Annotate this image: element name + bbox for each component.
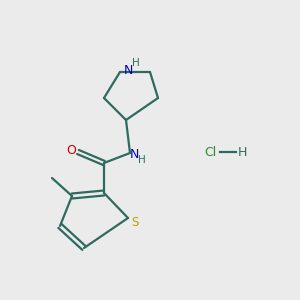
Text: H: H	[132, 58, 140, 68]
Text: S: S	[131, 215, 139, 229]
Text: O: O	[66, 145, 76, 158]
Text: Cl: Cl	[204, 146, 216, 158]
Text: H: H	[237, 146, 247, 158]
Text: N: N	[123, 64, 133, 76]
Text: N: N	[129, 148, 139, 160]
Text: H: H	[138, 155, 146, 165]
